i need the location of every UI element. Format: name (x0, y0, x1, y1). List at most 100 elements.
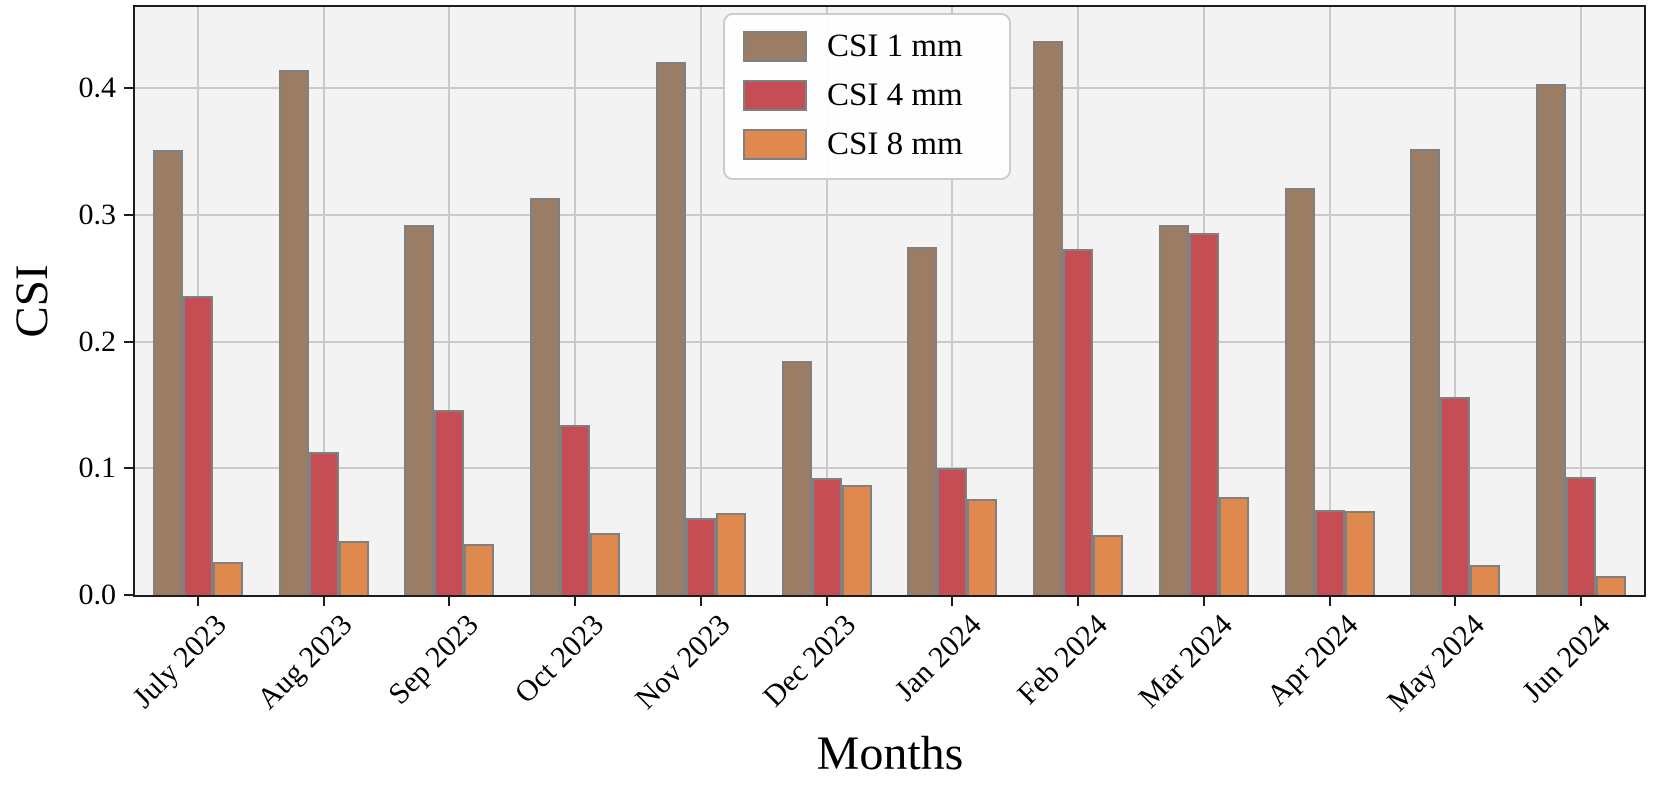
x-tick-label-aug-2023: Aug 2023 (251, 608, 359, 716)
bar-csi-4-mm-july-2023 (182, 296, 213, 595)
v-gridline-dec-2023 (825, 7, 828, 595)
x-tick-label-oct-2023: Oct 2023 (508, 608, 611, 710)
bar-csi-4-mm-mar-2024 (1188, 233, 1219, 595)
y-tick-label-0.3: 0.3 (78, 197, 117, 231)
bar-csi-8-mm-nov-2023 (715, 513, 746, 595)
bar-csi-8-mm-jan-2024 (967, 499, 998, 595)
v-gridline-oct-2023 (574, 7, 577, 595)
v-gridline-jun-2024 (1580, 7, 1583, 595)
bar-group-oct-2023 (512, 7, 638, 595)
bar-csi-4-mm-aug-2023 (308, 452, 339, 595)
bar-csi-8-mm-aug-2023 (338, 541, 369, 595)
bar-csi-4-mm-feb-2024 (1063, 249, 1094, 595)
bar-group-dec-2023 (764, 7, 890, 595)
x-tick-mark-oct-2023 (574, 597, 577, 606)
bar-csi-1-mm-jan-2024 (907, 247, 938, 595)
bar-csi-1-mm-apr-2024 (1284, 188, 1315, 595)
bar-csi-1-mm-feb-2024 (1033, 41, 1064, 595)
bar-csi-4-mm-nov-2023 (685, 518, 716, 595)
legend-item-csi-4mm: CSI 4 mm (743, 77, 991, 114)
plot-canvas (135, 7, 1644, 595)
y-tick-label-0.4: 0.4 (78, 71, 117, 105)
y-tick-label-0.2: 0.2 (78, 324, 117, 358)
x-tick-mark-apr-2024 (1328, 597, 1331, 606)
bar-csi-8-mm-july-2023 (212, 562, 243, 595)
x-tick-mark-jun-2024 (1580, 597, 1583, 606)
legend-label-csi-1mm: CSI 1 mm (827, 28, 963, 64)
x-tick-mark-may-2024 (1454, 597, 1457, 606)
bar-csi-8-mm-may-2024 (1470, 565, 1501, 595)
bar-csi-4-mm-oct-2023 (560, 425, 591, 595)
x-tick-label-dec-2023: Dec 2023 (756, 608, 862, 714)
y-tick-mark-0.2 (124, 340, 133, 343)
x-tick-label-jan-2024: Jan 2024 (888, 608, 988, 708)
bar-csi-1-mm-mar-2024 (1158, 225, 1189, 595)
x-tick-label-mar-2024: Mar 2024 (1132, 608, 1240, 715)
bar-group-july-2023 (135, 7, 261, 595)
y-tick-mark-0.1 (124, 467, 133, 470)
legend-swatch-csi-1mm (743, 31, 807, 62)
x-tick-mark-july-2023 (196, 597, 199, 606)
legend-item-csi-8mm: CSI 8 mm (743, 126, 991, 163)
bar-csi-8-mm-sep-2023 (464, 544, 495, 595)
bar-group-apr-2024 (1267, 7, 1393, 595)
bar-csi-4-mm-may-2024 (1440, 397, 1471, 595)
x-tick-mark-dec-2023 (825, 597, 828, 606)
v-gridline-sep-2023 (448, 7, 451, 595)
h-gridline-0.3 (135, 213, 1644, 216)
x-tick-mark-aug-2023 (322, 597, 325, 606)
v-gridline-apr-2024 (1328, 7, 1331, 595)
x-tick-label-july-2023: July 2023 (126, 608, 234, 715)
x-tick-label-may-2024: May 2024 (1380, 608, 1491, 718)
x-tick-label-apr-2024: Apr 2024 (1260, 608, 1365, 713)
bar-group-may-2024 (1393, 7, 1519, 595)
bar-group-mar-2024 (1141, 7, 1267, 595)
bar-group-feb-2024 (1015, 7, 1141, 595)
v-gridline-nov-2023 (699, 7, 702, 595)
v-gridline-aug-2023 (322, 7, 325, 595)
bar-csi-1-mm-jun-2024 (1536, 84, 1567, 595)
y-tick-mark-0.4 (124, 87, 133, 90)
bar-group-jan-2024 (890, 7, 1016, 595)
bar-csi-1-mm-aug-2023 (278, 70, 309, 595)
bar-group-aug-2023 (261, 7, 387, 595)
bar-csi-8-mm-dec-2023 (841, 485, 872, 595)
legend-swatch-csi-8mm (743, 129, 807, 160)
x-tick-mark-mar-2024 (1202, 597, 1205, 606)
x-tick-label-jun-2024: Jun 2024 (1515, 608, 1617, 709)
bar-csi-4-mm-jun-2024 (1566, 477, 1597, 595)
x-tick-mark-jan-2024 (951, 597, 954, 606)
bar-csi-1-mm-oct-2023 (530, 198, 561, 595)
legend: CSI 1 mm CSI 4 mm CSI 8 mm (723, 13, 1011, 180)
bar-group-sep-2023 (387, 7, 513, 595)
bar-csi-8-mm-jun-2024 (1596, 576, 1627, 595)
bar-csi-8-mm-feb-2024 (1093, 535, 1124, 595)
h-gridline-0.1 (135, 467, 1644, 470)
bar-csi-1-mm-nov-2023 (655, 62, 686, 595)
y-tick-mark-0.3 (124, 213, 133, 216)
bar-csi-4-mm-sep-2023 (434, 410, 465, 595)
x-axis-title: Months (816, 727, 964, 780)
legend-item-csi-1mm: CSI 1 mm (743, 28, 991, 65)
bar-group-nov-2023 (638, 7, 764, 595)
legend-label-csi-4mm: CSI 4 mm (827, 77, 963, 113)
bar-csi-1-mm-may-2024 (1410, 149, 1441, 595)
bar-csi-1-mm-sep-2023 (404, 225, 435, 595)
bar-csi-1-mm-dec-2023 (781, 361, 812, 595)
legend-swatch-csi-4mm (743, 80, 807, 111)
x-tick-mark-nov-2023 (699, 597, 702, 606)
bar-csi-8-mm-mar-2024 (1218, 497, 1249, 595)
bar-csi-8-mm-oct-2023 (590, 533, 621, 595)
legend-label-csi-8mm: CSI 8 mm (827, 126, 963, 162)
x-tick-label-feb-2024: Feb 2024 (1010, 608, 1114, 711)
v-gridline-may-2024 (1454, 7, 1457, 595)
y-tick-label-0.1: 0.1 (78, 451, 117, 485)
bar-csi-4-mm-dec-2023 (811, 478, 842, 595)
y-tick-mark-0.0 (124, 594, 133, 596)
x-tick-mark-feb-2024 (1077, 597, 1080, 606)
bar-group-jun-2024 (1518, 7, 1644, 595)
x-tick-mark-sep-2023 (448, 597, 451, 606)
x-tick-label-sep-2023: Sep 2023 (381, 608, 485, 711)
bar-csi-1-mm-july-2023 (152, 150, 183, 595)
